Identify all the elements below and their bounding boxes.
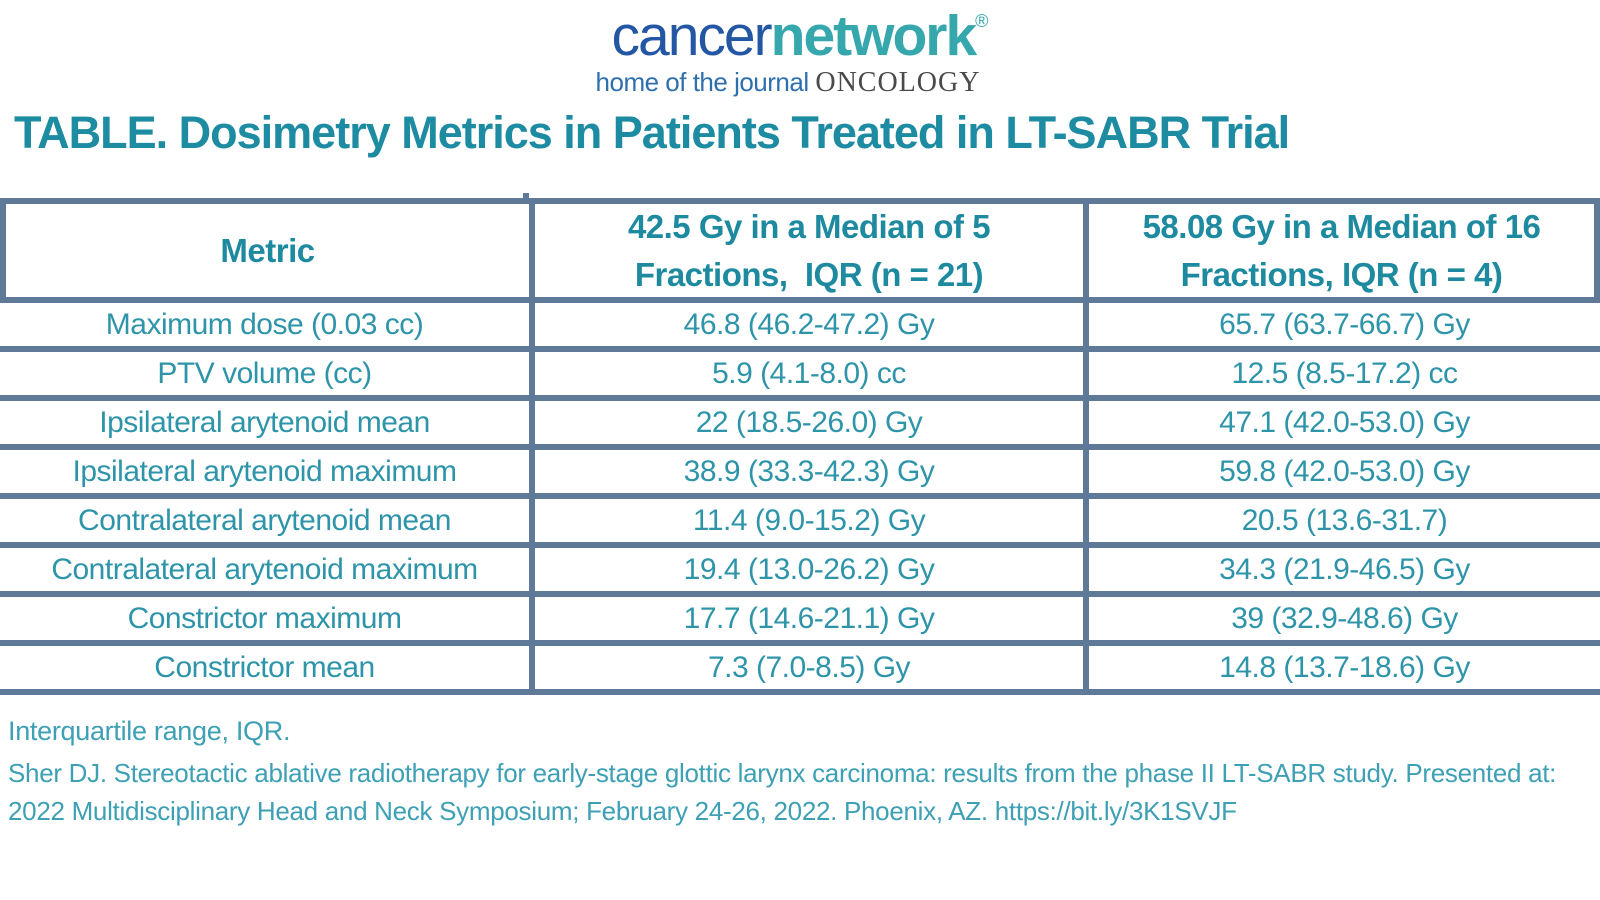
divider-nub bbox=[523, 193, 529, 199]
page-title: TABLE. Dosimetry Metrics in Patients Tre… bbox=[14, 107, 1290, 158]
abbreviation-note: Interquartile range, IQR. bbox=[8, 716, 291, 746]
metric-cell: PTV volume (cc) bbox=[157, 356, 372, 390]
value-cell: 22 (18.5-26.0) Gy bbox=[529, 401, 1083, 444]
citation-note: Sher DJ. Stereotactic ablative radiother… bbox=[8, 755, 1598, 830]
value-cell: 11.4 (9.0-15.2) Gy bbox=[529, 499, 1083, 542]
value-cell: 17.7 (14.6-21.1) Gy bbox=[529, 597, 1083, 640]
footnotes: Interquartile range, IQR. Sher DJ. Stere… bbox=[8, 716, 1598, 830]
column-header-metric: Metric bbox=[220, 231, 315, 269]
table-row: Contralateral arytenoid maximum 19.4 (13… bbox=[0, 548, 1600, 597]
table-header-row: Metric 42.5 Gy in a Median of 5 Fraction… bbox=[0, 198, 1600, 303]
value-cell: 7.3 (7.0-8.5) Gy bbox=[529, 646, 1083, 689]
value-cell: 19.4 (13.0-26.2) Gy bbox=[529, 548, 1083, 591]
metric-cell: Constrictor maximum bbox=[127, 601, 402, 635]
metric-cell: Ipsilateral arytenoid maximum bbox=[72, 454, 457, 488]
value-cell: 34.3 (21.9-46.5) Gy bbox=[1083, 548, 1600, 591]
table-row: PTV volume (cc) 5.9 (4.1-8.0) cc 12.5 (8… bbox=[0, 352, 1600, 401]
citation-url: https://bit.ly/3K1SVJF bbox=[994, 795, 1237, 826]
value-cell: 65.7 (63.7-66.7) Gy bbox=[1083, 303, 1600, 346]
value-cell: 12.5 (8.5-17.2) cc bbox=[1083, 352, 1600, 395]
table-row: Ipsilateral arytenoid maximum 38.9 (33.3… bbox=[0, 450, 1600, 499]
value-cell: 20.5 (13.6-31.7) bbox=[1083, 499, 1600, 542]
table-row: Maximum dose (0.03 cc) 46.8 (46.2-47.2) … bbox=[0, 303, 1600, 352]
tagline-journal-name: ONCOLOGY bbox=[815, 67, 981, 98]
logo: cancernetwork® home of the journal ONCOL… bbox=[0, 0, 1600, 99]
value-cell: 5.9 (4.1-8.0) cc bbox=[529, 352, 1083, 395]
metric-cell: Ipsilateral arytenoid mean bbox=[99, 405, 430, 439]
value-cell: 59.8 (42.0-53.0) Gy bbox=[1083, 450, 1600, 493]
table-row: Constrictor maximum 17.7 (14.6-21.1) Gy … bbox=[0, 597, 1600, 646]
logo-wordmark: cancernetwork® bbox=[596, 8, 1005, 65]
table-row: Constrictor mean 7.3 (7.0-8.5) Gy 14.8 (… bbox=[0, 646, 1600, 695]
metric-cell: Maximum dose (0.03 cc) bbox=[105, 307, 424, 341]
metric-cell: Contralateral arytenoid mean bbox=[78, 503, 451, 537]
value-cell: 46.8 (46.2-47.2) Gy bbox=[529, 303, 1083, 346]
logo-cancer-text: cancer bbox=[611, 4, 773, 68]
registered-trademark-icon: ® bbox=[975, 11, 989, 31]
value-cell: 47.1 (42.0-53.0) Gy bbox=[1083, 401, 1600, 444]
value-cell: 38.9 (33.3-42.3) Gy bbox=[529, 450, 1083, 493]
tagline-prefix: home of the journal bbox=[595, 67, 816, 97]
value-cell: 39 (32.9-48.6) Gy bbox=[1083, 597, 1600, 640]
table-row: Contralateral arytenoid mean 11.4 (9.0-1… bbox=[0, 499, 1600, 548]
column-header-58-08-gy: 58.08 Gy in a Median of 16 Fractions, IQ… bbox=[1083, 204, 1594, 297]
logo-network-text: network bbox=[770, 4, 978, 68]
column-header-42-5-gy: 42.5 Gy in a Median of 5 Fractions, IQR … bbox=[529, 204, 1083, 297]
table-row: Ipsilateral arytenoid mean 22 (18.5-26.0… bbox=[0, 401, 1600, 450]
value-cell: 14.8 (13.7-18.6) Gy bbox=[1083, 646, 1600, 689]
metric-cell: Constrictor mean bbox=[154, 650, 375, 684]
citation-text: Sher DJ. Stereotactic ablative radiother… bbox=[8, 758, 1557, 826]
metric-cell: Contralateral arytenoid maximum bbox=[51, 552, 478, 586]
logo-tagline: home of the journal ONCOLOGY bbox=[596, 67, 1005, 99]
dosimetry-table: Metric 42.5 Gy in a Median of 5 Fraction… bbox=[0, 193, 1600, 695]
